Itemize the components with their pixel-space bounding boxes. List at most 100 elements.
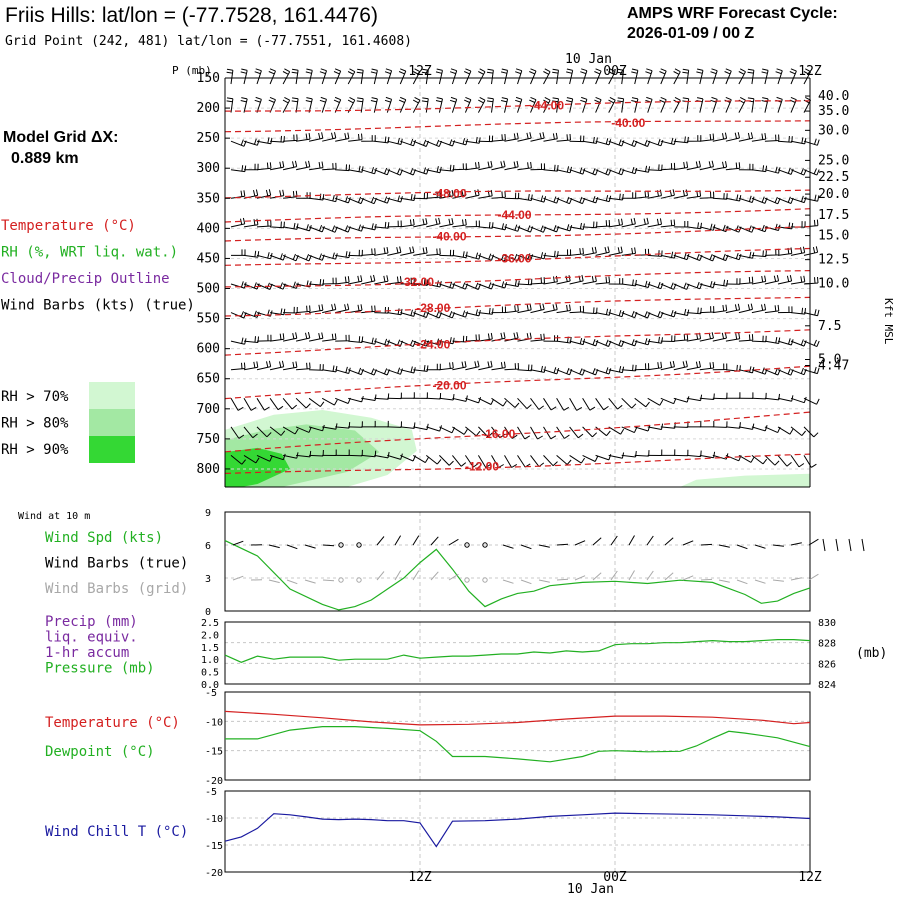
- wind-barb: [465, 426, 481, 437]
- wind-barb: [478, 160, 493, 171]
- surface-wind-barb: [592, 572, 602, 581]
- surface-wind-barb: [682, 540, 694, 546]
- wind-barb: [464, 96, 472, 113]
- temperature-legend-item: Temperature (°C): [45, 715, 180, 731]
- wind-barb: [673, 360, 688, 371]
- top-date-label: 10 Jan: [565, 52, 612, 67]
- surface-wind-barb: [394, 535, 402, 546]
- wind-barb: [309, 364, 324, 371]
- wind-barb: [608, 218, 623, 228]
- wind-barb: [621, 451, 637, 458]
- isotherm-line: [224, 270, 811, 288]
- wind-barb: [517, 303, 532, 314]
- wind-barb: [566, 68, 574, 85]
- wind-barb: [517, 397, 532, 409]
- wind-barb: [530, 132, 545, 142]
- rh-legend: RH > 70% RH > 80% RH > 90%: [1, 382, 135, 463]
- wind-barb: [374, 196, 390, 204]
- wind-barb: [517, 426, 531, 440]
- wind-barb: [712, 392, 728, 400]
- wind-barb: [621, 192, 637, 199]
- series-line: [224, 710, 811, 726]
- height-tick-label: 20.0: [818, 187, 849, 202]
- surface-wind-barb: [610, 570, 618, 581]
- pressure-tick-label: 400: [197, 221, 220, 236]
- wind-speed-panel: 0 3 6 9: [205, 508, 865, 618]
- wind-barb: [530, 163, 545, 171]
- wind-barb: [673, 68, 681, 85]
- rh-legend-swatch: [89, 382, 135, 409]
- wind-barb: [439, 426, 456, 434]
- wind-barb: [254, 68, 262, 85]
- wind-barb: [335, 251, 351, 259]
- panel-tick-label: 6: [205, 541, 211, 552]
- calm-wind-marker: [464, 542, 470, 548]
- wind-barb: [426, 248, 441, 256]
- wind-barb: [413, 365, 429, 372]
- wind-barb: [673, 221, 689, 228]
- surface-wind-barb: [538, 579, 550, 583]
- wind-barb: [595, 454, 612, 461]
- rh-legend-label: RH > 80%: [1, 416, 69, 432]
- precip-tick-label: 1.5: [201, 643, 219, 654]
- wind-barb: [777, 135, 793, 143]
- precip-tick-label: 2.5: [201, 618, 219, 629]
- calm-wind-marker: [356, 542, 362, 548]
- wind-barb: [803, 168, 820, 176]
- wind-barb: [725, 162, 741, 171]
- wind-barb: [569, 305, 585, 314]
- surface-wind-barb: [376, 571, 385, 581]
- wind-barb: [449, 68, 458, 85]
- pressure-tick-label: 750: [197, 432, 220, 447]
- wind-barb: [240, 97, 248, 113]
- wind-barb: [413, 310, 429, 318]
- wind-barb: [738, 334, 754, 342]
- wind-barb: [413, 247, 428, 256]
- wind-barb: [243, 426, 258, 439]
- wind-barb: [361, 394, 377, 401]
- wind-barb: [738, 366, 755, 374]
- wind-barb: [486, 68, 494, 85]
- wind-barb: [230, 398, 244, 411]
- wind-barb: [504, 224, 521, 232]
- wind-barb: [660, 360, 675, 371]
- wind-barb: [761, 68, 769, 85]
- wind-barb: [569, 135, 585, 143]
- kft-axis-title: Kft MSL: [882, 298, 895, 345]
- wind-barb: [322, 277, 337, 285]
- wind-barb: [296, 305, 311, 314]
- panel-tick-label: -10: [205, 814, 223, 825]
- wind-barb: [230, 455, 246, 465]
- wind-barb: [308, 253, 325, 261]
- surface-wind-barb: [808, 538, 819, 546]
- surface-wind-title: Wind at 10 m: [18, 511, 90, 522]
- temperature-legend-item: Dewpoint (°C): [45, 744, 155, 760]
- wind-barb: [435, 97, 443, 113]
- surface-wind-barb: [664, 537, 674, 546]
- isotherm-line: [225, 100, 810, 112]
- pressure-legend-item: 1-hr accum: [45, 645, 129, 661]
- wind-barb: [530, 252, 546, 260]
- wind-barb: [556, 133, 571, 142]
- height-tick-label: 7.5: [818, 319, 841, 334]
- wind-barb: [634, 363, 650, 371]
- wind-barb: [504, 426, 518, 439]
- wind-barb: [660, 449, 676, 456]
- height-tick-label: 4.47: [818, 359, 849, 374]
- wind-barb: [647, 218, 662, 228]
- wind-barb: [400, 366, 416, 374]
- wind-barb: [400, 138, 416, 147]
- wind-barb: [712, 421, 728, 428]
- wind-barb: [515, 68, 523, 85]
- wind-barb: [491, 191, 506, 199]
- wind-chill-panel: -5 -10 -15 -20: [205, 787, 811, 879]
- wind-barb: [256, 360, 272, 371]
- panel-tick-label: 824: [818, 680, 836, 691]
- wind-barb: [322, 162, 337, 171]
- wind-barb: [413, 454, 429, 464]
- wind-barb: [660, 251, 677, 259]
- wind-barb: [634, 280, 651, 288]
- time-tick-bottom: 12Z: [408, 870, 432, 885]
- wind-barb: [504, 362, 519, 371]
- wind-barb: [321, 397, 338, 406]
